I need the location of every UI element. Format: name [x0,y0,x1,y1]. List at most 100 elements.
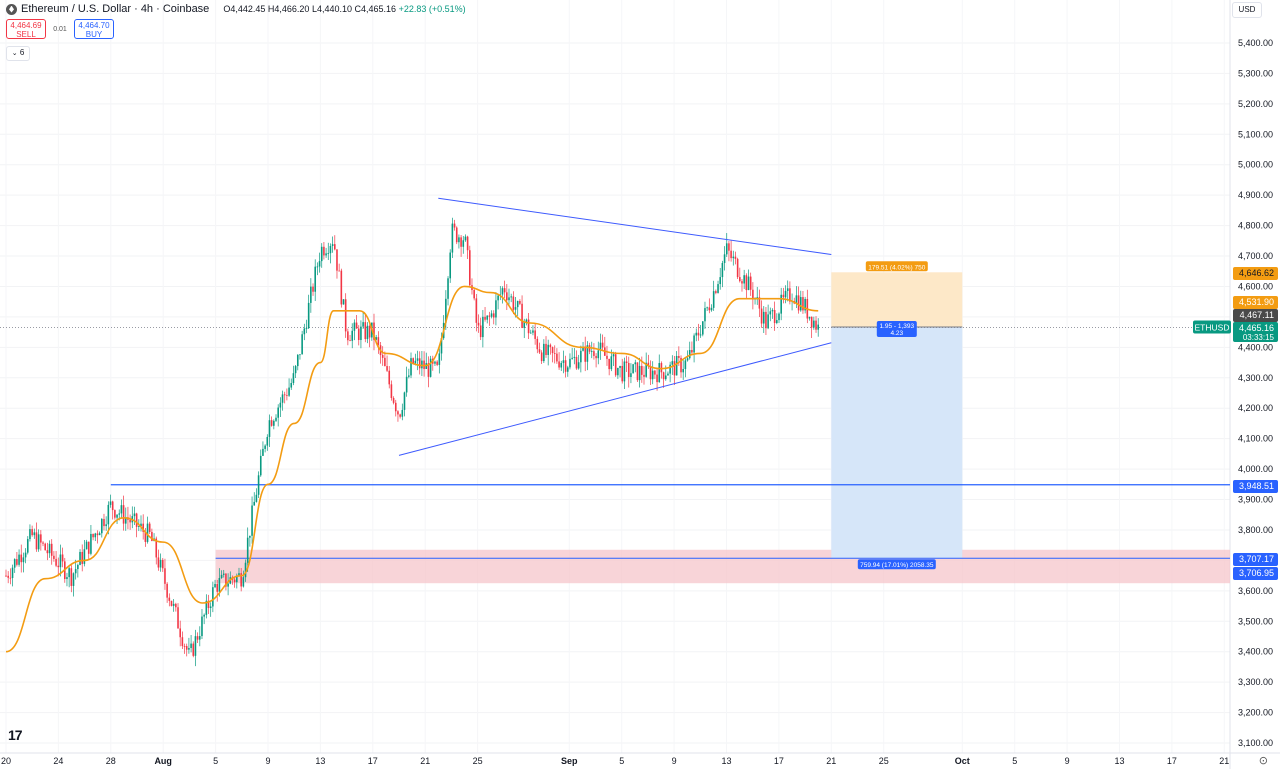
candle-body [514,307,517,310]
candle-body [296,354,299,367]
candle-body [388,370,391,385]
candle-body [782,294,785,298]
candle-body [340,270,343,305]
x-tick-label: 24 [53,756,63,766]
candle-body [81,551,84,564]
candle-body [336,249,338,271]
candle-body [31,529,33,536]
candle-body [564,360,567,372]
candle-body [708,307,711,311]
candle-body [789,288,791,302]
candle-body [105,524,107,527]
x-tick-label: Aug [154,756,172,766]
candle-body [192,643,195,656]
candle-body [142,523,144,532]
buy-button[interactable]: 4,464.70 BUY [74,19,114,39]
candle-body [33,532,36,536]
candle-body [521,303,523,328]
candle-body [606,355,608,359]
candle-body [445,298,447,323]
candle-body [475,298,478,323]
candle-body [664,375,667,380]
y-tick-label: 3,600.00 [1238,586,1273,596]
candle-body [129,519,131,523]
y-tick-label: 5,300.00 [1238,68,1273,78]
y-tick-label: 4,200.00 [1238,403,1273,413]
candle-body [464,236,467,241]
price-label: 4,465.16 [1239,323,1274,333]
candle-body [617,367,619,376]
candle-body [360,326,362,341]
candle-body [225,573,227,587]
sell-button[interactable]: 4,464.69 SELL [6,19,46,39]
candle-body [482,316,484,338]
candle-body [270,420,273,426]
candle-body [5,575,7,577]
candle-body [658,363,661,383]
settings-icon[interactable]: ⊙ [1258,755,1268,767]
candle-body [13,559,16,568]
candle-body [725,243,728,255]
candle-body [405,376,408,393]
currency-selector[interactable]: USD [1232,2,1262,18]
candle-body [288,387,290,396]
y-tick-label: 4,100.00 [1238,434,1273,444]
candle-body [804,298,806,311]
candle-body [486,315,489,320]
candle-body [401,409,404,417]
candle-body [760,308,763,324]
candle-body [277,407,279,418]
candle-body [728,243,730,251]
x-tick-label: 28 [106,756,116,766]
candle-body [654,370,656,375]
candle-body [107,504,110,525]
tradingview-logo[interactable]: 17 [8,727,23,743]
candle-body [172,603,175,606]
x-tick-label: 9 [265,756,270,766]
candle-body [164,568,166,584]
candle-body [477,322,480,326]
candle-body [87,541,90,554]
candle-body [566,367,569,372]
y-tick-label: 3,200.00 [1238,708,1273,718]
candle-body [209,606,212,609]
candle-body [290,382,293,388]
candle-body [562,360,565,363]
x-tick-label: 17 [368,756,378,766]
candle-body [48,543,51,554]
y-tick-label: 3,900.00 [1238,495,1273,505]
target-zone [831,272,963,327]
candle-body [44,543,46,551]
candle-body [314,266,317,292]
symbol-title[interactable]: Ethereum / U.S. Dollar · 4h · Coinbase [21,3,210,15]
candle-body [22,557,25,563]
y-tick-label: 3,400.00 [1238,647,1273,657]
x-tick-label: 5 [1012,756,1017,766]
candle-body [797,295,800,311]
candle-body [220,574,223,579]
candle-body [279,402,282,408]
candle-body [362,322,364,327]
price-label-bg [1233,309,1278,322]
candle-body [120,505,123,514]
candle-body [318,261,321,267]
x-tick-label: 21 [826,756,836,766]
candle-body [222,573,225,575]
y-tick-label: 4,000.00 [1238,464,1273,474]
candle-body [216,583,219,592]
candle-body [355,322,358,329]
y-tick-label: 3,100.00 [1238,738,1273,748]
candle-body [608,358,610,370]
candle-body [94,533,97,538]
candle-body [810,316,813,328]
price-label: 4,531.90 [1239,297,1274,307]
candle-body [697,332,700,336]
indicators-toggle[interactable]: ⌄ 6 [6,46,30,61]
candle-body [569,358,571,368]
candle-body [397,411,399,415]
candle-body [719,277,722,285]
candle-body [721,263,724,278]
candle-body [752,289,754,300]
candle-body [673,361,676,376]
